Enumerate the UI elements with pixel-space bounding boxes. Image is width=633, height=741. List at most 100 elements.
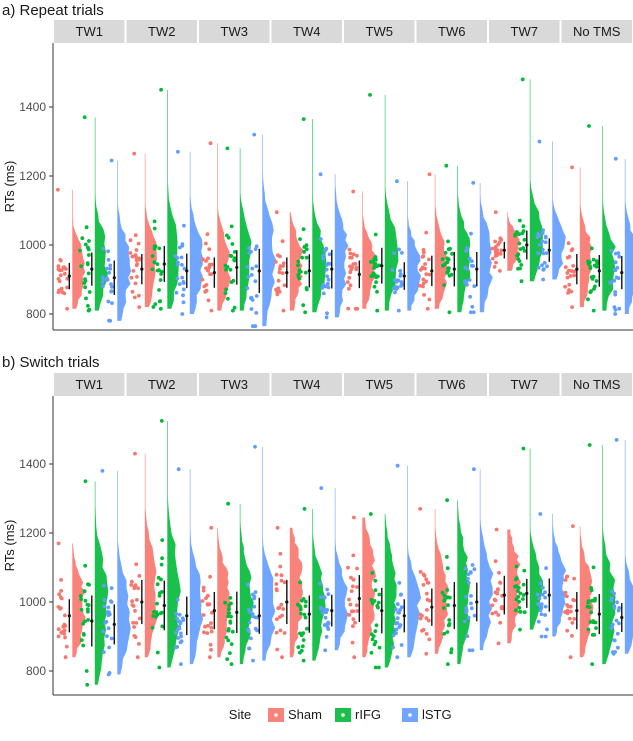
point-Sham-1-2-6	[202, 630, 206, 635]
point-rIFG-1-3-14	[299, 611, 303, 616]
point-Sham-1-1-16	[130, 603, 135, 607]
point-rIFG-0-2-1	[231, 308, 235, 313]
point-lSTG-1-6-0	[538, 512, 543, 516]
point-Sham-0-6-9	[493, 254, 498, 258]
point-Sham-1-3-4	[279, 578, 284, 583]
point-Sham-1-3-13	[276, 606, 281, 611]
point-lSTG-0-5-20	[463, 279, 467, 284]
point-Sham-1-1-20	[132, 625, 137, 629]
point-lSTG-1-7-12	[612, 606, 617, 610]
point-lSTG-1-4-14	[399, 643, 404, 647]
point-rIFG-0-2-9	[229, 224, 234, 229]
point-Sham-0-6-1	[498, 269, 502, 273]
point-rIFG-1-0-7	[84, 669, 89, 673]
point-rIFG-0-0-20	[79, 264, 84, 269]
point-Sham-0-2-11	[204, 241, 208, 246]
facet-label-1-4: TW5	[366, 377, 393, 392]
point-lSTG-0-4-17	[394, 280, 399, 284]
violin-Sham-1-3	[289, 527, 303, 658]
point-rIFG-0-0-0	[82, 115, 87, 120]
violin-lSTG-1-2	[262, 446, 276, 661]
violin-lSTG-0-6	[552, 141, 566, 280]
point-lSTG-1-1-19	[179, 634, 183, 639]
point-rIFG-0-2-17	[225, 233, 229, 238]
facet-strip-1-3	[271, 373, 342, 396]
median-point-rIFG-1-4	[380, 609, 384, 613]
point-rIFG-1-6-21	[517, 599, 521, 604]
point-lSTG-1-1-6	[179, 639, 184, 644]
point-rIFG-1-7-20	[589, 610, 593, 615]
point-Sham-0-0-11	[56, 290, 61, 295]
point-Sham-1-1-6	[129, 583, 134, 587]
point-rIFG-0-4-2	[373, 232, 378, 237]
point-Sham-1-0-10	[64, 644, 69, 649]
point-rIFG-1-3-9	[301, 638, 306, 642]
point-rIFG-0-7-14	[586, 297, 590, 302]
point-Sham-1-3-21	[274, 630, 279, 635]
median-point-lSTG-1-0	[112, 622, 116, 627]
point-rIFG-0-1-5	[152, 219, 157, 224]
point-lSTG-0-1-17	[176, 260, 180, 265]
point-lSTG-1-1-9	[181, 618, 186, 622]
point-Sham-0-3-9	[278, 254, 282, 259]
point-lSTG-1-5-19	[466, 572, 471, 577]
point-rIFG-0-2-18	[224, 287, 229, 292]
point-Sham-0-5-15	[424, 279, 428, 284]
point-Sham-1-7-19	[572, 617, 577, 621]
point-Sham-0-5-10	[421, 250, 426, 255]
point-Sham-1-7-14	[570, 621, 575, 625]
point-Sham-1-5-19	[418, 616, 423, 621]
point-rIFG-1-7-0	[587, 443, 592, 447]
facet-label-0-2: TW3	[221, 24, 248, 39]
point-Sham-1-2-5	[209, 648, 213, 652]
point-Sham-0-1-0	[132, 151, 137, 156]
point-rIFG-0-6-13	[521, 246, 526, 250]
median-point-Sham-1-2	[212, 609, 216, 613]
violin-rIFG-1-0	[94, 481, 109, 685]
point-lSTG-1-2-16	[245, 582, 250, 587]
point-lSTG-0-1-21	[174, 290, 179, 295]
point-lSTG-0-6-13	[545, 264, 549, 269]
point-Sham-1-1-18	[133, 583, 138, 587]
point-lSTG-0-6-18	[542, 260, 547, 265]
point-lSTG-0-5-21	[465, 246, 469, 251]
point-rIFG-1-6-12	[518, 591, 523, 596]
point-rIFG-1-2-8	[228, 596, 233, 600]
point-rIFG-1-3-6	[299, 648, 304, 653]
point-lSTG-0-6-17	[543, 234, 548, 239]
point-rIFG-1-4-15	[370, 571, 375, 575]
point-rIFG-0-3-0	[301, 117, 306, 121]
point-rIFG-1-2-16	[226, 611, 231, 616]
point-lSTG-1-3-14	[325, 587, 330, 592]
point-Sham-1-5-14	[421, 583, 426, 587]
point-rIFG-1-1-10	[155, 582, 160, 587]
point-rIFG-0-1-18	[153, 244, 158, 249]
point-rIFG-1-3-4	[302, 612, 307, 617]
point-lSTG-1-4-19	[394, 627, 399, 632]
violin-Sham-0-2	[217, 143, 231, 311]
violin-lSTG-1-4	[407, 465, 422, 658]
point-lSTG-0-2-10	[250, 266, 255, 271]
point-rIFG-1-6-7	[521, 582, 526, 587]
point-lSTG-0-4-20	[399, 282, 404, 287]
facet-label-1-5: TW6	[438, 377, 465, 392]
point-lSTG-0-3-21	[324, 267, 329, 272]
median-point-lSTG-1-7	[620, 615, 624, 620]
point-lSTG-1-0-13	[109, 636, 114, 641]
point-lSTG-0-3-16	[325, 281, 330, 286]
point-rIFG-0-2-14	[223, 291, 228, 295]
point-rIFG-0-0-3	[83, 242, 88, 247]
point-lSTG-1-1-1	[179, 662, 183, 666]
violin-lSTG-1-5	[479, 469, 494, 651]
point-Sham-1-5-0	[418, 507, 423, 511]
point-lSTG-0-2-16	[248, 296, 253, 300]
point-Sham-0-7-21	[571, 264, 576, 268]
point-Sham-0-4-3	[355, 253, 359, 258]
point-rIFG-0-4-0	[368, 93, 372, 97]
point-lSTG-1-2-18	[247, 620, 252, 625]
point-Sham-1-6-7	[493, 559, 498, 564]
violin-lSTG-0-3	[334, 174, 349, 318]
point-lSTG-0-6-4	[541, 228, 545, 233]
point-rIFG-0-4-20	[372, 266, 376, 270]
point-rIFG-1-7-18	[593, 596, 598, 601]
